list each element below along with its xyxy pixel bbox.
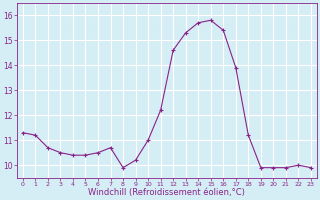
X-axis label: Windchill (Refroidissement éolien,°C): Windchill (Refroidissement éolien,°C) bbox=[88, 188, 245, 197]
